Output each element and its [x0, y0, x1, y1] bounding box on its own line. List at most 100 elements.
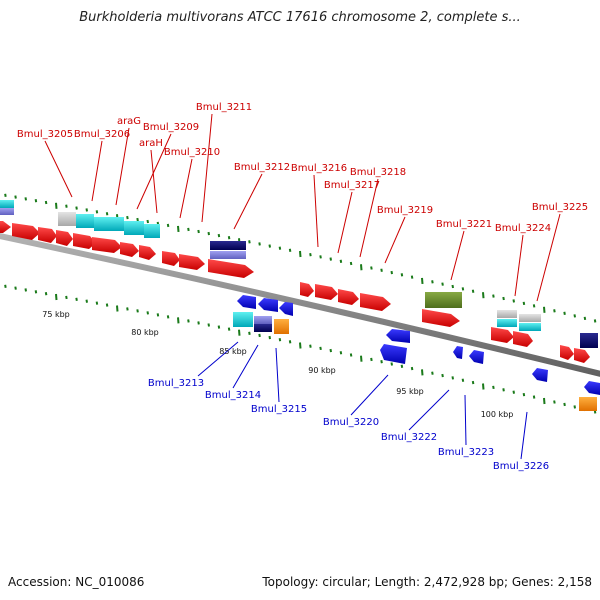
ruler-tick [248, 240, 251, 244]
gene-arrow[interactable] [422, 309, 460, 327]
ruler-tick [349, 353, 353, 357]
gene-arrow[interactable] [532, 368, 548, 382]
gene-arrow[interactable] [560, 345, 574, 360]
gene-arrow[interactable] [179, 254, 205, 270]
gene-label[interactable]: Bmul_3210 [164, 147, 220, 158]
gene-arrow[interactable] [469, 350, 484, 364]
ruler-tick [492, 294, 495, 298]
gene-block[interactable] [254, 316, 272, 324]
ruler-tick [24, 288, 27, 292]
gene-labels: Bmul_3205 Bmul_3206araGBmul_3209araHBmul_… [17, 102, 588, 472]
gene-arrow[interactable] [315, 284, 338, 300]
gene-block[interactable] [144, 224, 160, 238]
gene-block[interactable] [58, 212, 76, 226]
gene-block[interactable] [579, 397, 597, 411]
reverse-strand-genes [233, 295, 600, 411]
gene-arrow[interactable] [237, 295, 256, 309]
gene-arrow[interactable] [73, 233, 96, 249]
ruler-tick [451, 376, 454, 380]
gene-label[interactable]: Bmul_3223 [438, 447, 494, 458]
gene-block[interactable] [233, 312, 253, 327]
gene-block[interactable] [580, 333, 598, 348]
gene-label[interactable]: Bmul_3220 [323, 417, 379, 428]
gene-block[interactable] [497, 310, 517, 318]
gene-arrow[interactable] [92, 237, 122, 253]
gene-label[interactable]: Bmul_3226 [493, 461, 549, 472]
gene-label[interactable]: Bmul_3214 [205, 390, 261, 401]
ruler-tick [329, 257, 332, 261]
gene-arrow[interactable] [574, 348, 590, 363]
ruler-tick [227, 327, 231, 331]
ruler-tick [278, 246, 282, 250]
gene-arrow[interactable] [386, 329, 410, 343]
ruler-tick [24, 197, 27, 201]
gene-label[interactable]: Bmul_3212 [234, 162, 290, 173]
ruler-tick [14, 195, 17, 199]
gene-arrow[interactable] [0, 221, 11, 233]
gene-arrow[interactable] [139, 245, 156, 260]
gene-block[interactable] [425, 292, 462, 308]
gene-label[interactable]: araG [117, 116, 141, 127]
gene-arrow[interactable] [584, 381, 600, 395]
gene-arrow[interactable] [12, 223, 40, 240]
gene-arrow[interactable] [38, 227, 57, 243]
ruler-tick [512, 299, 515, 303]
gene-arrow[interactable] [360, 293, 391, 311]
gene-block[interactable] [254, 324, 272, 332]
gene-arrow[interactable] [491, 327, 514, 343]
gene-block[interactable] [210, 241, 246, 250]
gene-arrow[interactable] [258, 298, 278, 312]
gene-label[interactable]: Bmul_3216 [291, 163, 347, 174]
ruler-tick [44, 291, 48, 296]
gene-block[interactable] [519, 314, 541, 322]
gene-label[interactable]: Bmul_3206 [74, 129, 130, 140]
ruler-tick [319, 255, 322, 259]
gene-arrow[interactable] [56, 230, 73, 246]
gene-label[interactable]: Bmul_3209 [143, 122, 199, 133]
ruler-tick [543, 306, 546, 313]
gene-label[interactable]: Bmul_3218 [350, 167, 406, 178]
gene-label[interactable]: Bmul_3213 [148, 378, 204, 389]
ruler-tick [370, 357, 373, 362]
gene-label[interactable]: Bmul_3224 [495, 223, 551, 234]
ruler-tick [583, 316, 587, 321]
leader-line [91, 140, 103, 202]
gene-arrow[interactable] [513, 331, 533, 347]
ruler-tick [187, 319, 190, 323]
scale-labels: 75 kbp 80 kbp 85 kbp 90 kbp 95 kbp 100 kbp [42, 310, 513, 419]
gene-arrow[interactable] [453, 346, 463, 359]
gene-arrow[interactable] [208, 259, 254, 278]
gene-block[interactable] [94, 217, 124, 231]
map-title: Burkholderia multivorans ATCC 17616 chro… [79, 10, 521, 25]
gene-arrow[interactable] [120, 242, 139, 257]
ruler-tick [431, 371, 434, 375]
gene-label[interactable]: Bmul_3222 [381, 432, 437, 443]
gene-block[interactable] [124, 221, 144, 235]
gene-arrow[interactable] [300, 282, 314, 297]
gene-arrow[interactable] [279, 302, 293, 316]
leader-line [514, 234, 524, 297]
leader-line [44, 140, 73, 198]
ruler-tick [95, 210, 99, 214]
ruler-tick [197, 321, 200, 325]
gene-block[interactable] [497, 319, 517, 327]
gene-block[interactable] [0, 208, 14, 215]
gene-block[interactable] [210, 251, 246, 259]
gene-label[interactable]: Bmul_3215 [251, 404, 307, 415]
gene-label[interactable]: Bmul_3217 [324, 180, 380, 191]
ruler-tick [55, 202, 58, 209]
gene-label[interactable]: araH [139, 138, 163, 149]
gene-label[interactable]: Bmul_3219 [377, 205, 433, 216]
gene-block[interactable] [0, 200, 14, 208]
gene-arrow[interactable] [380, 344, 407, 364]
gene-arrow[interactable] [162, 251, 180, 266]
gene-block[interactable] [519, 323, 541, 331]
gene-label[interactable]: Bmul_3221 [436, 219, 492, 230]
gene-label[interactable]: Bmul_3211 [196, 102, 252, 113]
gene-block[interactable] [76, 214, 94, 228]
gene-block[interactable] [274, 319, 289, 334]
gene-arrow[interactable] [338, 289, 359, 305]
gene-label[interactable]: Bmul_3225 [532, 202, 588, 213]
gene-label[interactable]: Bmul_3205 [17, 129, 73, 140]
